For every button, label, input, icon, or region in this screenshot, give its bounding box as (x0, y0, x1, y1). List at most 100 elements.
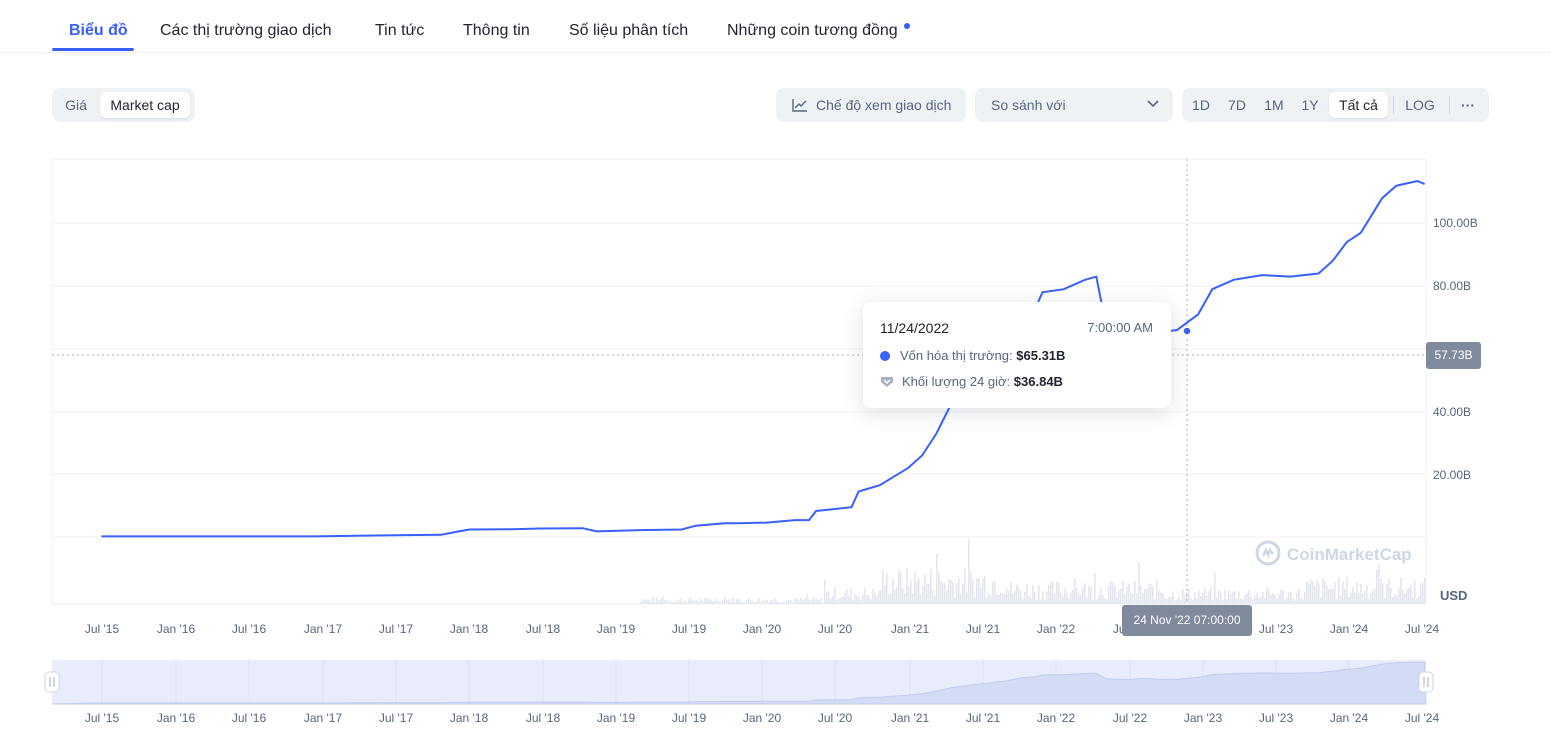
volume-bar (1248, 590, 1250, 604)
range-navigator[interactable] (44, 660, 1434, 705)
x-tick-label: Jan '22 (1037, 622, 1076, 636)
chevron-down-icon (1147, 100, 1159, 108)
volume-bar (1320, 596, 1322, 604)
volume-bar (1026, 584, 1028, 604)
tab-news[interactable]: Tin tức (375, 22, 425, 39)
trading-view-button[interactable]: Chế độ xem giao dịch (776, 88, 966, 122)
volume-bar (1300, 596, 1302, 604)
volume-bar (1388, 578, 1390, 604)
y-axis: 100.00B 80.00B 40.00B 20.00B (1433, 216, 1478, 482)
volume-bar (822, 602, 824, 604)
volume-bar (876, 596, 878, 604)
tab-chart[interactable]: Biểu đồ (69, 22, 128, 39)
volume-bar (746, 599, 748, 604)
range-1m-button[interactable]: 1M (1264, 97, 1284, 113)
volume-bar (762, 599, 764, 604)
volume-bar (810, 600, 812, 604)
volume-bar (950, 579, 952, 604)
volume-bar (882, 570, 884, 604)
marketcap-toggle-button[interactable]: Market cap (100, 92, 190, 118)
volume-bar (1074, 578, 1076, 604)
price-toggle-button[interactable]: Giá (65, 97, 87, 113)
volume-bar (956, 583, 958, 604)
volume-bar (1118, 589, 1120, 604)
volume-bar (670, 600, 672, 604)
volume-bar (980, 588, 982, 604)
tooltip-marketcap-value: $65.31B (1016, 348, 1066, 363)
more-options-button[interactable]: ··· (1461, 97, 1475, 113)
volume-bar (842, 596, 844, 604)
volume-bar (1346, 577, 1348, 604)
compare-label: So sánh với (991, 97, 1066, 113)
volume-bar (866, 595, 868, 604)
navigator-handle[interactable] (44, 671, 60, 693)
volume-bar (1216, 597, 1218, 604)
volume-bar (1358, 593, 1360, 604)
volume-bar (1140, 584, 1142, 604)
volume-bar (1114, 585, 1116, 604)
compare-dropdown[interactable]: So sánh với (975, 88, 1173, 122)
volume-bar (972, 579, 974, 604)
x-tick-label: Jan '17 (304, 622, 343, 636)
volume-bar (1418, 596, 1420, 604)
currency-label: USD (1440, 588, 1468, 603)
volume-bar (1094, 573, 1096, 604)
volume-bar (720, 602, 722, 604)
x-tick-label: Jul '20 (818, 622, 853, 636)
volume-bar (1238, 591, 1240, 604)
navigator-handle[interactable] (1418, 671, 1434, 693)
volume-bar (982, 579, 984, 604)
volume-bar (730, 602, 732, 604)
volume-bar (812, 597, 814, 604)
tab-analytics[interactable]: Số liệu phân tích (569, 22, 689, 39)
range-1y-button[interactable]: 1Y (1301, 97, 1319, 113)
volume-bar (696, 600, 698, 604)
volume-bar (898, 569, 900, 604)
tab-markets[interactable]: Các thị trường giao dịch (160, 22, 332, 39)
volume-bar (1154, 598, 1156, 604)
range-all-button[interactable]: Tất cả (1329, 92, 1388, 118)
tab-info[interactable]: Thông tin (463, 22, 530, 39)
volume-bar (736, 598, 738, 604)
volume-bar (850, 588, 852, 604)
volume-bar (1150, 583, 1152, 604)
volume-bar (998, 594, 1000, 604)
volume-bar (1144, 588, 1146, 604)
tooltip-volume-value: $36.84B (1013, 374, 1063, 389)
volume-bar (1152, 586, 1154, 604)
volume-bar (1056, 582, 1058, 604)
volume-bar (702, 601, 704, 604)
volume-bar (1184, 595, 1186, 604)
volume-bar (860, 600, 862, 604)
volume-bar (1292, 598, 1294, 604)
volume-bar (1414, 580, 1416, 604)
volume-bar (1042, 591, 1044, 604)
volume-bar (774, 598, 776, 604)
volume-bar (722, 599, 724, 604)
volume-bar (1110, 581, 1112, 604)
volume-bar (848, 596, 850, 604)
volume-bar (1376, 569, 1378, 604)
range-1d-button[interactable]: 1D (1192, 97, 1210, 113)
volume-bar (1362, 593, 1364, 604)
volume-bar (1172, 591, 1174, 604)
volume-bar (1124, 595, 1126, 604)
tab-similar-coins[interactable]: Những coin tương đồng (727, 22, 898, 39)
volume-bar (816, 598, 818, 604)
volume-bar (1158, 590, 1160, 604)
volume-bar (952, 582, 954, 604)
volume-bar (718, 601, 720, 604)
volume-bar (858, 596, 860, 604)
x-tick-label: Jul '16 (232, 622, 267, 636)
volume-bar (676, 600, 678, 604)
volume-bar (724, 596, 726, 604)
volume-bar (1032, 584, 1034, 604)
volume-bar (1018, 587, 1020, 604)
volume-bar (946, 589, 948, 604)
log-scale-button[interactable]: LOG (1405, 97, 1435, 113)
volume-bar (1062, 596, 1064, 604)
range-7d-button[interactable]: 7D (1228, 97, 1246, 113)
volume-bar (1380, 578, 1382, 604)
tab-bar: Biểu đồ Các thị trường giao dịch Tin tức… (0, 0, 1551, 53)
